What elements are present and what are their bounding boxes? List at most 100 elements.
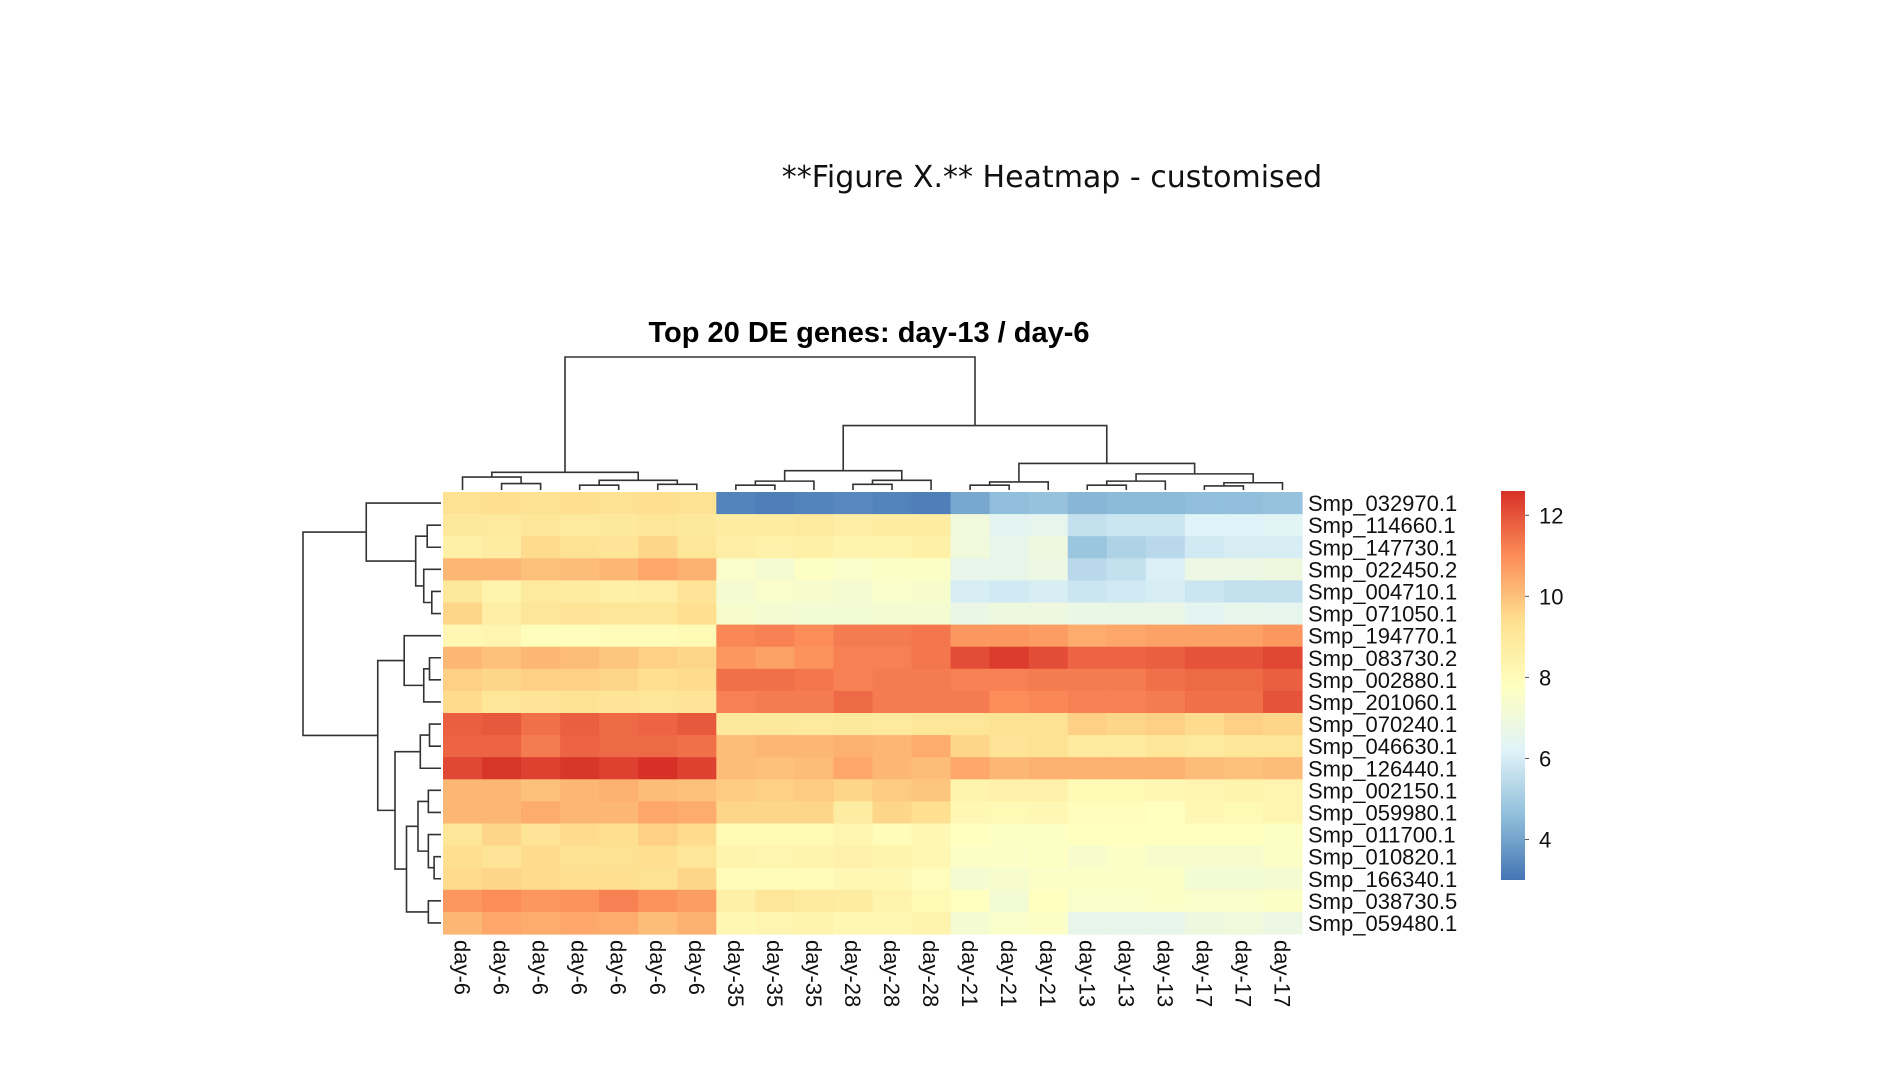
heatmap-cell (482, 646, 522, 670)
heatmap-cell (443, 867, 483, 891)
heatmap-cell (794, 735, 835, 758)
heatmap-cell (872, 624, 913, 648)
heatmap-cell (1223, 713, 1264, 736)
heatmap-cell (482, 735, 522, 758)
heatmap-cell (638, 602, 678, 626)
heatmap-cell (482, 624, 522, 648)
heatmap-cell (1223, 889, 1264, 913)
heatmap-cell (1223, 757, 1264, 780)
row-label: Smp_046630.1 (1308, 734, 1457, 759)
heatmap-cell (1028, 757, 1069, 780)
heatmap-cell (482, 713, 522, 736)
heatmap-cell (638, 690, 678, 714)
row-label: Smp_059980.1 (1308, 800, 1457, 825)
heatmap-cell (443, 779, 483, 802)
heatmap-cell (1145, 624, 1186, 648)
heatmap-cell (482, 690, 522, 714)
heatmap-cell (1223, 602, 1264, 626)
heatmap-cell (755, 558, 796, 581)
heatmap-cell (755, 779, 796, 802)
heatmap-cell (716, 558, 756, 581)
heatmap-cell (677, 735, 717, 758)
heatmap-cell (482, 536, 522, 559)
heatmap-cell (599, 668, 639, 692)
heatmap-cell (1067, 911, 1108, 935)
heatmap-cell (755, 690, 796, 714)
heatmap-cell (1067, 624, 1108, 648)
heatmap-cell (1028, 801, 1069, 825)
heatmap-cell (1106, 602, 1147, 626)
heatmap-cell (443, 823, 483, 847)
heatmap-cell (1223, 911, 1264, 935)
heatmap-cell (1145, 911, 1186, 935)
heatmap-cell (521, 845, 561, 869)
heatmap-cell (1145, 558, 1186, 581)
heatmap-cell (638, 757, 678, 780)
heatmap-cell (1184, 713, 1225, 736)
heatmap-cell (1028, 690, 1069, 714)
heatmap-cell (716, 713, 756, 736)
heatmap-cell (521, 668, 561, 692)
heatmap-cell (716, 492, 756, 515)
heatmap-cell (1028, 779, 1069, 802)
heatmap-cell (677, 867, 717, 891)
heatmap-cell (911, 492, 952, 515)
heatmap-cell (1067, 845, 1108, 869)
heatmap-cell (755, 823, 796, 847)
row-label: Smp_022450.2 (1308, 557, 1457, 582)
heatmap-cell (443, 735, 483, 758)
heatmap-cell (989, 514, 1030, 537)
heatmap-cell (950, 713, 991, 736)
heatmap-cell (1184, 690, 1225, 714)
heatmap-cell (1106, 735, 1147, 758)
heatmap-cell (1106, 911, 1147, 935)
heatmap-cell (833, 668, 874, 692)
heatmap-cell (1067, 536, 1108, 559)
heatmap-cell (989, 690, 1030, 714)
heatmap-cell (1262, 735, 1303, 758)
legend-tick-label: 10 (1539, 584, 1563, 609)
heatmap-cell (794, 690, 835, 714)
heatmap-cell (950, 492, 991, 515)
heatmap-cell (521, 867, 561, 891)
heatmap-cell (1106, 580, 1147, 604)
row-label: Smp_194770.1 (1308, 624, 1457, 649)
heatmap-cell (1223, 690, 1264, 714)
heatmap-cell (872, 668, 913, 692)
heatmap-cell (1223, 735, 1264, 758)
column-label: day-35 (723, 940, 748, 1007)
heatmap-cell (638, 801, 678, 825)
heatmap-cell (521, 713, 561, 736)
heatmap-cell (560, 668, 600, 692)
heatmap-cell (599, 580, 639, 604)
row-label: Smp_071050.1 (1308, 602, 1457, 627)
row-dendrogram (302, 502, 441, 924)
heatmap-cell (716, 536, 756, 559)
heatmap-cell (1262, 823, 1303, 847)
heatmap-cell (1145, 536, 1186, 559)
heatmap-cell (794, 492, 835, 515)
heatmap-cell (755, 713, 796, 736)
heatmap-cell (833, 646, 874, 670)
heatmap-cell (482, 492, 522, 515)
heatmap-cell (1223, 580, 1264, 604)
heatmap-cell (911, 558, 952, 581)
heatmap-cell (599, 757, 639, 780)
heatmap-cell (950, 801, 991, 825)
heatmap-cell (716, 845, 756, 869)
heatmap-cell (560, 845, 600, 869)
heatmap-cell (950, 668, 991, 692)
heatmap-cell (872, 757, 913, 780)
heatmap-cell (1223, 845, 1264, 869)
heatmap-cell (794, 779, 835, 802)
heatmap-cell (482, 580, 522, 604)
heatmap-cell (1262, 624, 1303, 648)
row-label: Smp_201060.1 (1308, 690, 1457, 715)
heatmap-cell (755, 624, 796, 648)
heatmap-cell (1145, 492, 1186, 515)
heatmap-cell (794, 514, 835, 537)
heatmap-cell (833, 602, 874, 626)
heatmap-cell (911, 646, 952, 670)
row-label: Smp_114660.1 (1308, 513, 1456, 538)
heatmap-cell (1262, 779, 1303, 802)
